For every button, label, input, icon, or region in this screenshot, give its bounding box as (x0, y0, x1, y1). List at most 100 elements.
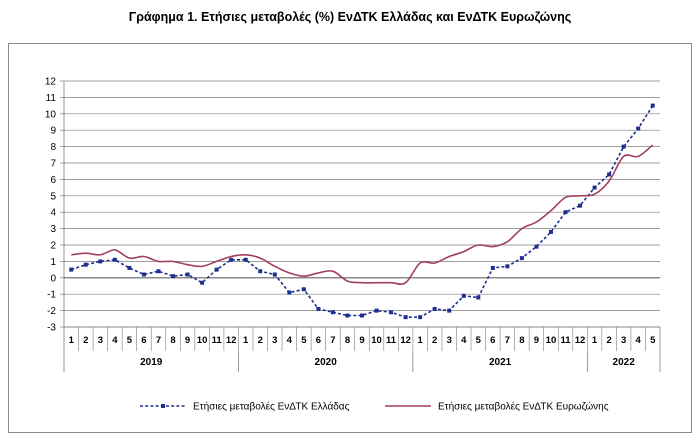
y-tick-label: 7 (50, 159, 56, 170)
x-axis: 1 2 3 4 5 6 7 8 9 10 11 12 1 2 3 4 5 6 7 8 9 10 11 12 1 2 3 4 5 6 7 8 9 1… (63, 277, 661, 372)
y-tick-label: 5 (50, 191, 56, 202)
month-label: 8 (345, 335, 350, 346)
data-point-greece (563, 210, 568, 215)
month-label: 5 (301, 335, 307, 346)
month-label: 1 (243, 335, 249, 346)
data-point-greece (229, 257, 234, 262)
data-point-greece (432, 306, 437, 311)
month-label: 10 (546, 335, 557, 346)
gridlines (64, 80, 660, 328)
data-point-greece (418, 315, 423, 320)
month-label: 9 (534, 335, 539, 346)
y-tick-label: -2 (47, 306, 56, 317)
year-label: 2021 (489, 357, 512, 368)
data-point-greece (156, 269, 161, 274)
month-label: 3 (447, 335, 452, 346)
data-point-greece (476, 295, 481, 300)
data-point-greece (301, 287, 306, 292)
y-tick-label: -1 (47, 290, 56, 301)
data-point-greece (578, 203, 583, 208)
chart-title: Γράφημα 1. Ετήσιες μεταβολές (%) ΕνΔΤΚ Ε… (128, 10, 572, 24)
month-label: 10 (371, 335, 382, 346)
data-point-greece (287, 290, 292, 295)
month-label: 11 (386, 335, 397, 346)
y-tick-label: 12 (45, 77, 57, 88)
data-point-greece (214, 267, 219, 272)
data-point-greece (389, 310, 394, 315)
y-tick-label: 11 (46, 93, 57, 104)
data-point-greece (360, 313, 364, 318)
data-point-greece (83, 262, 88, 267)
data-point-greece (592, 185, 597, 190)
month-label: 9 (185, 335, 190, 346)
data-point-greece (621, 144, 626, 149)
data-point-greece (519, 256, 524, 261)
month-label: 6 (316, 335, 321, 346)
data-point-greece (200, 280, 205, 285)
data-point-greece (258, 269, 263, 274)
month-label: 7 (505, 335, 510, 346)
data-point-greece (272, 272, 277, 277)
data-point-greece (185, 272, 190, 277)
data-point-greece (345, 313, 350, 318)
month-label: 7 (156, 335, 161, 346)
month-label: 10 (197, 335, 208, 346)
month-label: 12 (400, 335, 411, 346)
data-point-greece (171, 274, 176, 279)
data-point-greece (650, 103, 655, 108)
data-point-greece (316, 306, 321, 311)
month-label: 1 (592, 335, 598, 346)
month-label: 12 (226, 335, 237, 346)
month-label: 5 (127, 335, 133, 346)
month-label: 1 (417, 335, 423, 346)
month-label: 5 (650, 335, 656, 346)
month-label: 2 (432, 335, 437, 346)
series-line-eurozone (71, 144, 654, 285)
month-label: 8 (170, 335, 175, 346)
data-point-greece (636, 126, 641, 131)
month-label: 5 (476, 335, 482, 346)
y-tick-label: 0 (50, 273, 56, 284)
y-tick-label: -3 (47, 323, 56, 334)
month-label: 4 (461, 335, 467, 346)
month-label: 6 (490, 335, 495, 346)
data-point-greece (548, 229, 553, 234)
month-label: 3 (621, 335, 626, 346)
data-point-greece (447, 308, 452, 313)
year-label: 2019 (140, 357, 163, 368)
y-tick-label: 1 (50, 257, 56, 268)
legend-marker-greece (161, 404, 165, 408)
month-label: 11 (212, 335, 223, 346)
year-label: 2022 (613, 357, 636, 368)
month-label: 8 (519, 335, 524, 346)
month-label: 3 (272, 335, 277, 346)
legend: Ετήσιες μεταβολές ΕνΔΤΚ Ελλάδας Ετήσιες μ… (140, 401, 609, 413)
series-layer (69, 103, 655, 320)
y-tick-label: 4 (50, 208, 56, 219)
month-label: 6 (141, 335, 146, 346)
month-label: 4 (636, 335, 642, 346)
month-label: 4 (287, 335, 293, 346)
data-point-greece (69, 267, 74, 272)
data-point-greece (607, 172, 612, 177)
y-tick-label: 10 (45, 109, 57, 120)
data-point-greece (141, 272, 146, 277)
series-line-greece (71, 105, 654, 319)
month-label: 2 (258, 335, 263, 346)
y-tick-label: 3 (50, 224, 56, 235)
month-label: 2 (83, 335, 88, 346)
y-tick-label: 2 (50, 241, 56, 252)
data-point-greece (461, 293, 466, 298)
data-point-greece (505, 264, 510, 269)
y-tick-label: 8 (50, 142, 56, 153)
legend-label-greece: Ετήσιες μεταβολές ΕνΔΤΚ Ελλάδας (193, 401, 350, 413)
data-point-greece (127, 265, 132, 270)
data-point-greece (112, 257, 117, 262)
data-point-greece (374, 308, 379, 313)
month-label: 1 (69, 335, 75, 346)
month-label: 9 (359, 335, 364, 346)
month-label: 7 (330, 335, 335, 346)
y-tick-label: 6 (50, 175, 56, 186)
